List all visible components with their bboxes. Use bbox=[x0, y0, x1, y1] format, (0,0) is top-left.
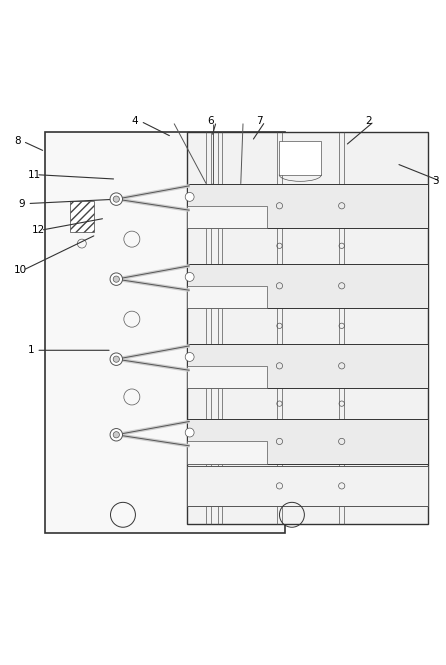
Circle shape bbox=[195, 450, 202, 456]
Text: 7: 7 bbox=[256, 116, 263, 126]
Polygon shape bbox=[330, 468, 374, 503]
Polygon shape bbox=[330, 346, 374, 386]
Bar bbox=[187, 442, 268, 464]
Bar bbox=[187, 132, 428, 523]
Circle shape bbox=[113, 276, 120, 282]
Polygon shape bbox=[330, 266, 374, 306]
Text: 9: 9 bbox=[18, 199, 25, 209]
Circle shape bbox=[110, 428, 123, 441]
Bar bbox=[187, 366, 268, 388]
Circle shape bbox=[110, 353, 123, 365]
Bar bbox=[187, 419, 428, 464]
Text: 2: 2 bbox=[365, 116, 372, 126]
Text: 12: 12 bbox=[32, 225, 45, 235]
Bar bbox=[187, 205, 268, 228]
Polygon shape bbox=[225, 266, 274, 306]
Bar bbox=[187, 344, 428, 388]
Circle shape bbox=[195, 374, 202, 380]
Bar bbox=[187, 286, 268, 308]
Circle shape bbox=[185, 428, 194, 437]
Text: 10: 10 bbox=[14, 265, 27, 275]
Circle shape bbox=[185, 352, 194, 361]
Bar bbox=[279, 142, 322, 175]
Bar bbox=[187, 263, 428, 308]
Circle shape bbox=[209, 450, 215, 456]
Circle shape bbox=[113, 356, 120, 362]
Circle shape bbox=[195, 294, 202, 300]
Polygon shape bbox=[330, 422, 374, 462]
Polygon shape bbox=[330, 186, 374, 226]
Polygon shape bbox=[70, 201, 94, 233]
Circle shape bbox=[110, 273, 123, 285]
Text: 11: 11 bbox=[27, 170, 41, 180]
Polygon shape bbox=[225, 422, 274, 462]
Bar bbox=[187, 184, 428, 228]
Circle shape bbox=[110, 193, 123, 205]
Polygon shape bbox=[225, 346, 274, 386]
Circle shape bbox=[209, 213, 215, 220]
Text: 6: 6 bbox=[207, 116, 214, 126]
Circle shape bbox=[209, 374, 215, 380]
Circle shape bbox=[195, 213, 202, 220]
Circle shape bbox=[185, 192, 194, 201]
Bar bbox=[187, 466, 428, 506]
Polygon shape bbox=[225, 468, 274, 503]
Text: 3: 3 bbox=[432, 176, 438, 186]
Bar bbox=[45, 132, 285, 533]
Text: 4: 4 bbox=[132, 116, 138, 126]
Circle shape bbox=[185, 273, 194, 281]
Text: 8: 8 bbox=[14, 136, 21, 146]
Polygon shape bbox=[225, 186, 274, 226]
Text: 1: 1 bbox=[27, 345, 34, 355]
Circle shape bbox=[113, 432, 120, 438]
Circle shape bbox=[209, 294, 215, 300]
Circle shape bbox=[113, 196, 120, 202]
